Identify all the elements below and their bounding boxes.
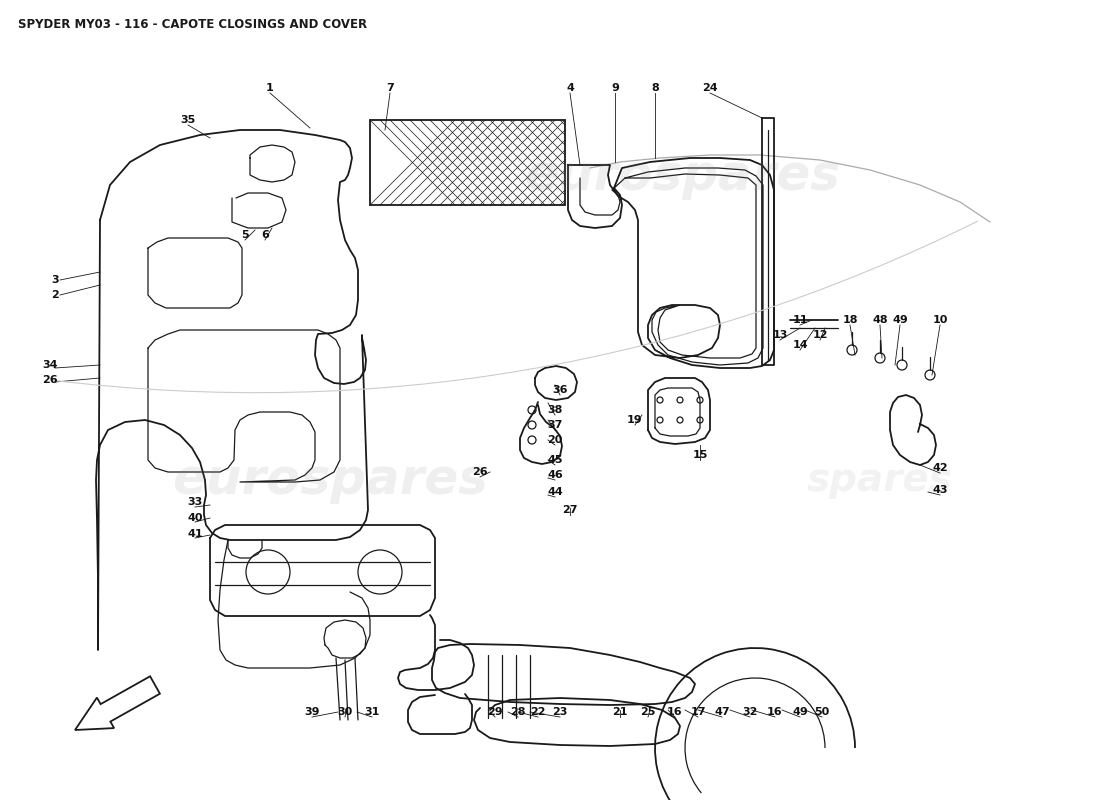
Text: 28: 28 (510, 707, 526, 717)
FancyArrow shape (75, 676, 160, 730)
Text: 38: 38 (548, 405, 563, 415)
Text: 17: 17 (691, 707, 706, 717)
Text: 12: 12 (812, 330, 827, 340)
Text: 33: 33 (187, 497, 202, 507)
Text: 18: 18 (843, 315, 858, 325)
Text: 37: 37 (548, 420, 563, 430)
Text: 21: 21 (613, 707, 628, 717)
Text: 44: 44 (547, 487, 563, 497)
Text: 45: 45 (548, 455, 563, 465)
Bar (370, 120, 565, 205)
Text: 16: 16 (767, 707, 783, 717)
Text: 41: 41 (187, 529, 202, 539)
Text: 2: 2 (51, 290, 59, 300)
Text: 30: 30 (338, 707, 353, 717)
Text: 26: 26 (472, 467, 487, 477)
Text: 36: 36 (552, 385, 568, 395)
Text: 47: 47 (714, 707, 729, 717)
Text: 49: 49 (892, 315, 907, 325)
Text: 4: 4 (566, 83, 574, 93)
Text: 23: 23 (552, 707, 568, 717)
Text: 9: 9 (612, 83, 619, 93)
Text: 22: 22 (530, 707, 546, 717)
Text: 42: 42 (932, 463, 948, 473)
Text: eurospares: eurospares (524, 152, 840, 200)
Text: 29: 29 (487, 707, 503, 717)
Text: 13: 13 (772, 330, 788, 340)
Text: 24: 24 (702, 83, 718, 93)
Text: 8: 8 (651, 83, 659, 93)
Text: 19: 19 (627, 415, 642, 425)
Text: 27: 27 (562, 505, 578, 515)
Text: 50: 50 (814, 707, 829, 717)
Text: 46: 46 (547, 470, 563, 480)
Text: 5: 5 (241, 230, 249, 240)
Text: 49: 49 (792, 707, 807, 717)
Text: 35: 35 (180, 115, 196, 125)
Text: 20: 20 (548, 435, 563, 445)
Text: eurospares: eurospares (172, 456, 488, 504)
Text: 10: 10 (933, 315, 948, 325)
Text: 25: 25 (640, 707, 656, 717)
Text: 39: 39 (305, 707, 320, 717)
Text: 1: 1 (266, 83, 274, 93)
Text: 6: 6 (261, 230, 268, 240)
Text: 3: 3 (52, 275, 58, 285)
Text: 14: 14 (792, 340, 807, 350)
Text: 31: 31 (364, 707, 380, 717)
Text: 43: 43 (933, 485, 948, 495)
Text: 16: 16 (668, 707, 683, 717)
Text: 7: 7 (386, 83, 394, 93)
Text: 48: 48 (872, 315, 888, 325)
Text: 11: 11 (792, 315, 807, 325)
Text: 26: 26 (42, 375, 58, 385)
Text: 40: 40 (187, 513, 202, 523)
Text: 32: 32 (742, 707, 758, 717)
Text: 15: 15 (692, 450, 707, 460)
Text: SPYDER MY03 - 116 - CAPOTE CLOSINGS AND COVER: SPYDER MY03 - 116 - CAPOTE CLOSINGS AND … (18, 18, 367, 31)
Text: spares: spares (807, 461, 953, 499)
Text: 34: 34 (42, 360, 57, 370)
